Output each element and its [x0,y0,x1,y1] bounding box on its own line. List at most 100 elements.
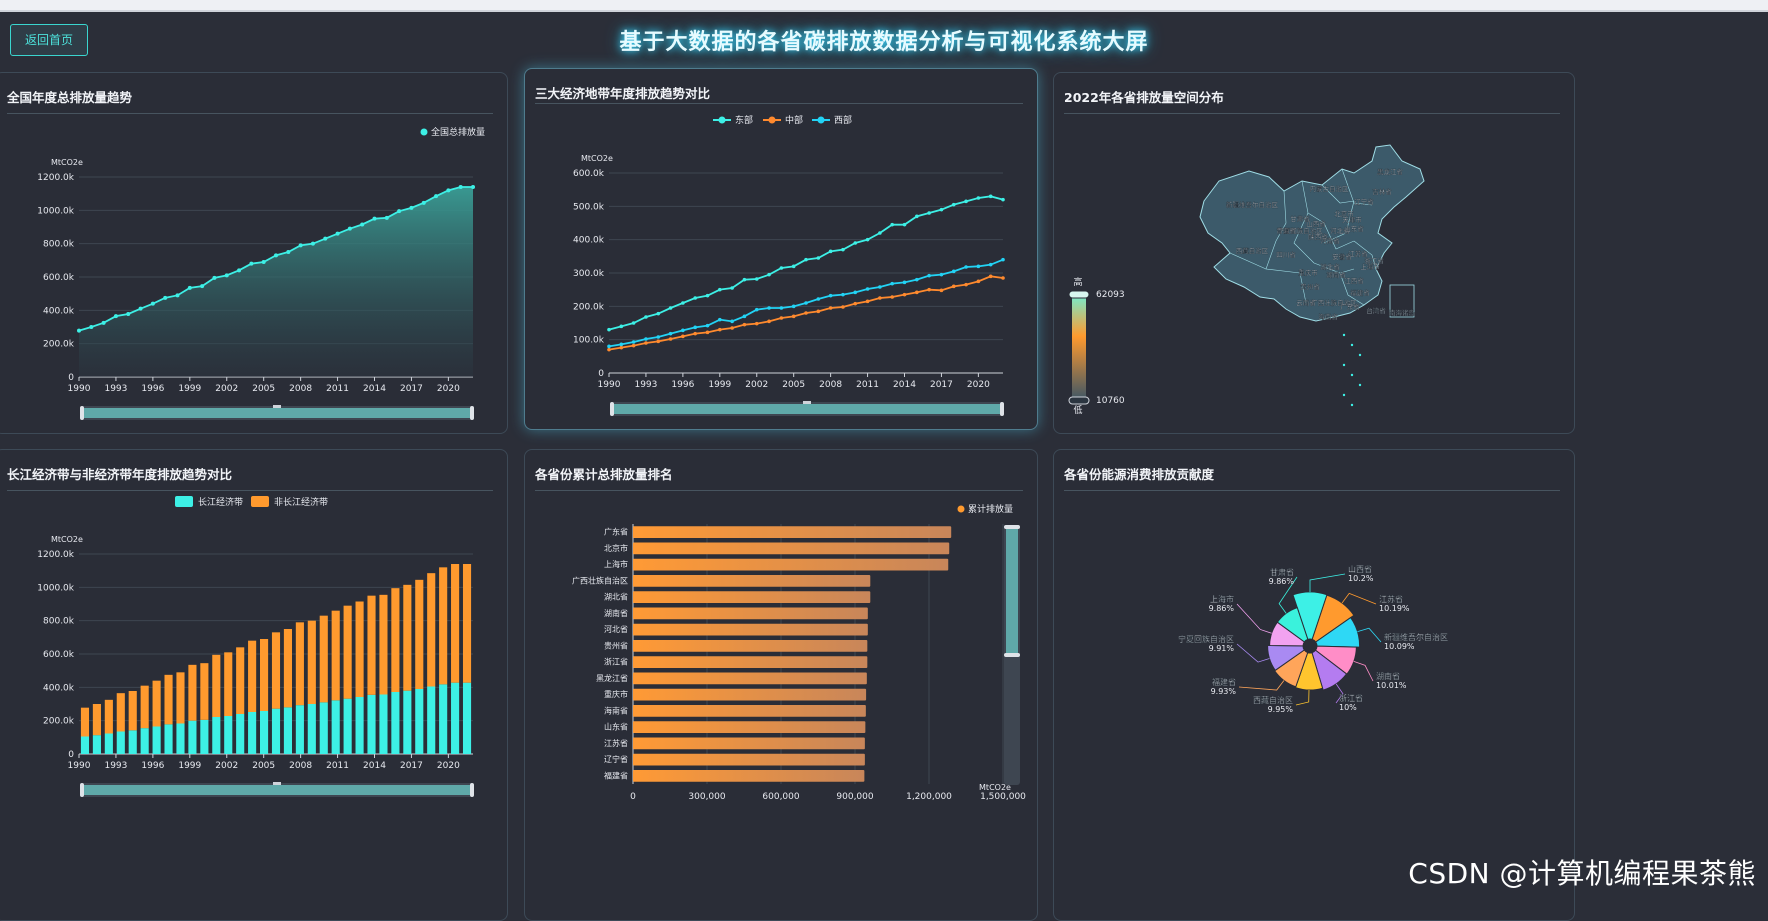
data-point [791,264,796,269]
data-point [890,281,894,286]
province-map[interactable]: 高 62093 10760 低 黑龙江省吉林省辽宁省内蒙古自治区新疆维吾尔自治区甘肃省宁… [1054,73,1574,433]
slice-name: 宁夏回族自治区 [1178,634,1234,644]
province-label: 天津市 [1342,215,1362,224]
x-tick-label: 2017 [930,380,953,390]
y-tick-label: 800.0k [43,617,75,627]
data-point [607,327,611,332]
data-point [742,322,747,327]
data-point [878,231,882,235]
zoom-slider-handle[interactable] [80,783,84,797]
legend-label: 东部 [735,114,753,126]
category-label: 山东省 [604,722,628,732]
zoom-slider-grip[interactable] [273,405,281,408]
x-tick-label: 900,000 [836,792,873,802]
x-tick-label: 2011 [326,384,349,394]
bar-non-yangtze [427,573,436,687]
visual-map-bar[interactable] [1072,293,1086,401]
y-axis-unit: MtCO2e [51,158,83,167]
bar-yangtze [403,690,412,754]
data-point [804,311,808,315]
x-tick-label: 0 [630,792,636,802]
data-point [421,200,426,205]
legend-marker[interactable] [768,116,776,124]
data-point [668,331,673,336]
bar-non-yangtze [403,584,412,691]
pie-slice[interactable] [1273,649,1309,688]
zoom-slider-range[interactable] [82,408,472,418]
bar-non-yangtze [188,664,197,721]
category-label: 广西壮族自治区 [572,575,628,585]
legend-label: 中部 [785,114,803,126]
label-line [1335,683,1344,704]
y-axis-unit: MtCO2e [581,154,613,163]
legend-label: 西部 [834,114,852,126]
data-point [656,335,661,339]
label-line [1309,573,1346,592]
vertical-zoom-range[interactable] [1006,527,1018,655]
zoom-slider-handle[interactable] [610,402,614,416]
slice-percent: 9.95% [1268,705,1294,714]
legend-marker[interactable] [718,116,726,124]
data-point [976,264,981,269]
data-point [767,306,771,310]
bar-2 [633,542,950,555]
zoom-slider-grip[interactable] [803,401,811,404]
bar-non-yangtze [236,647,245,714]
y-tick-label: 1200.0k [37,173,74,183]
data-point [101,320,106,325]
legend-marker[interactable] [175,496,193,507]
legend-max-value: 62093 [1096,290,1125,300]
legend-marker[interactable] [817,116,825,124]
visual-map-handle[interactable] [1068,396,1090,405]
south-sea-inset[interactable] [1389,284,1415,318]
zoom-slider-handle[interactable] [470,406,474,420]
data-point [976,279,981,284]
x-tick-label: 2005 [252,384,275,394]
bar-non-yangtze [451,564,460,683]
province-border [1321,184,1355,204]
china-outline[interactable] [1199,144,1425,322]
x-axis-unit: MtCO2e [979,783,1011,792]
pie-slice[interactable] [1294,651,1324,691]
zoom-slider-handle[interactable] [470,783,474,797]
province-label: 贵州省 [1300,282,1320,291]
province-label: 辽宁省 [1354,197,1374,206]
data-point [126,312,131,316]
data-point [730,326,734,330]
vertical-zoom-handle[interactable] [1004,525,1020,529]
x-tick-label: 1,200,000 [906,792,952,802]
vertical-zoom-handle[interactable] [1004,653,1020,657]
bar-non-yangtze [415,579,424,689]
data-point [779,306,784,310]
data-point [113,314,118,319]
zoom-slider-handle[interactable] [1000,402,1004,416]
back-home-button[interactable]: 返回首页 [10,24,88,56]
yangtze-trend-chart: 0 200.0k 400.0k 600.0k 800.0k 1000.0k 1200.0k M… [37,496,474,797]
data-point [951,269,956,274]
pie-slice[interactable] [1315,616,1361,648]
bar-yangtze [295,705,304,754]
zoom-slider-handle[interactable] [80,406,84,420]
bar-non-yangtze [224,652,233,716]
province-border [1293,212,1315,264]
x-tick-label: 1993 [104,384,127,394]
zoom-slider-range[interactable] [612,404,1002,414]
zoom-slider-grip[interactable] [273,782,281,785]
pie-slice[interactable] [1276,607,1309,643]
pie-slice[interactable] [1311,594,1355,643]
data-point [878,296,882,300]
data-point [779,266,784,270]
province-label: 吉林省 [1372,187,1392,196]
data-point [865,237,870,242]
slice-name: 上海市 [1210,594,1234,604]
data-point [693,296,697,300]
zoom-slider-range[interactable] [82,785,472,795]
pie-slice[interactable] [1267,645,1305,672]
visual-map-handle[interactable] [1068,290,1090,299]
data-point [619,324,624,329]
bar-non-yangtze [80,707,90,737]
legend-marker[interactable] [251,496,269,507]
data-point [816,309,821,314]
bar-non-yangtze [307,620,316,704]
province-label: 江西省 [1344,276,1364,285]
